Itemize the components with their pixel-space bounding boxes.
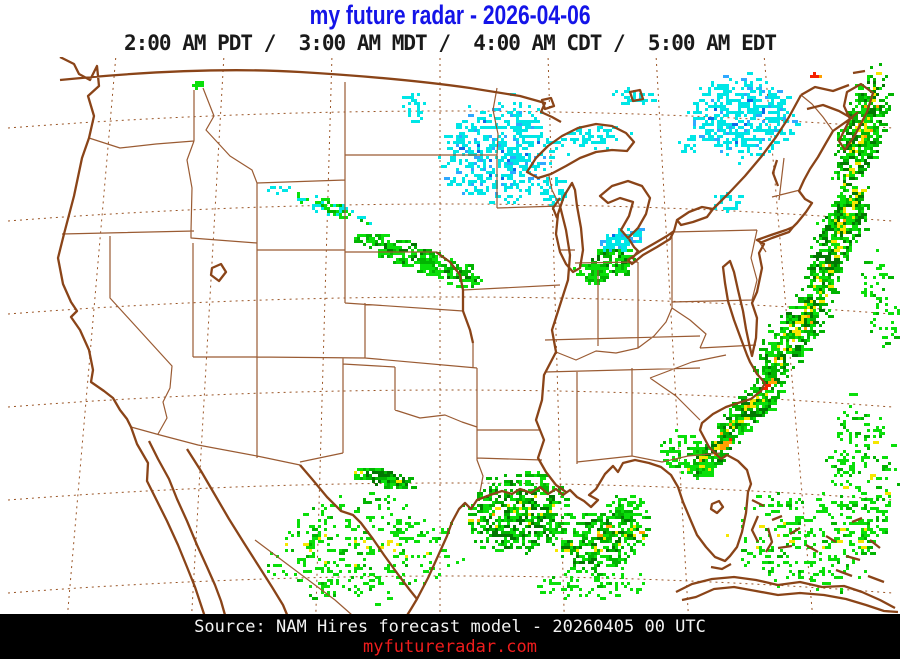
radar-precipitation <box>192 63 900 606</box>
website-text: myfutureradar.com <box>363 637 537 657</box>
page-title: my future radar - 2026-04-06 <box>309 0 591 30</box>
coastlines-lakes-rivers <box>56 55 899 618</box>
time-subtitle: 2:00 AM PDT / 3:00 AM MDT / 4:00 AM CDT … <box>123 31 777 55</box>
source-text: Source: NAM Hires forecast model - 20260… <box>194 617 706 637</box>
map-header: my future radar - 2026-04-06 2:00 AM PDT… <box>0 0 900 57</box>
source-bar: Source: NAM Hires forecast model - 20260… <box>0 614 900 659</box>
state-borders <box>61 82 834 616</box>
geography <box>56 55 899 618</box>
